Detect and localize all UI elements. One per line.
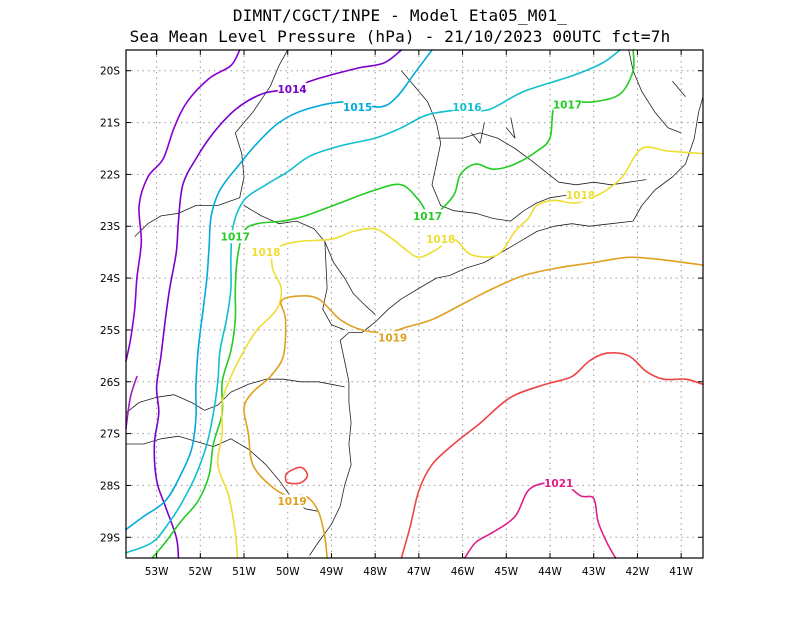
isobar-label-1019: 1019 (378, 333, 407, 345)
y-tick-label-21S: 21S (100, 118, 120, 130)
y-tick-label-20S: 20S (100, 66, 120, 78)
isobar-label-1018: 1018 (251, 247, 280, 259)
map-boundary-line (505, 117, 516, 139)
isobar-label-background (343, 100, 372, 114)
map-boundary-line (436, 132, 647, 186)
y-tick-label-24S: 24S (100, 273, 120, 285)
isobar-1012 (125, 375, 138, 430)
x-tick-label-49W: 49W (320, 566, 344, 578)
isobar-1020 (284, 466, 309, 485)
plot-frame (125, 49, 704, 559)
isobar-label-background (544, 476, 573, 490)
x-tick-label-52W: 52W (188, 566, 212, 578)
isobar-label-1018: 1018 (426, 234, 455, 246)
x-tick-label-45W: 45W (494, 566, 518, 578)
isobar-1021 (464, 480, 617, 559)
y-tick-label-28S: 28S (100, 480, 120, 492)
map-boundary-line (125, 378, 345, 414)
map-boundary-line (401, 70, 525, 222)
map-boundary-line (672, 80, 686, 97)
x-tick-label-44W: 44W (538, 566, 562, 578)
isobar-1017 (151, 49, 635, 559)
map-boundary-line (243, 205, 376, 315)
chart-title-line-2: Sea Mean Level Pressure (hPa) - 21/10/20… (129, 27, 671, 46)
isobar-label-background (553, 97, 582, 111)
isobar-label-1017: 1017 (221, 232, 250, 244)
isobar-label-background (221, 230, 250, 244)
map-boundary-line (234, 49, 289, 134)
x-tick-label-53W: 53W (145, 566, 169, 578)
isobar-label-background (426, 232, 455, 246)
map-boundary-line (523, 194, 568, 212)
isobar-label-1015: 1015 (343, 102, 372, 114)
y-tick-label-22S: 22S (100, 169, 120, 181)
isobar-label-1017: 1017 (553, 99, 582, 111)
axis-ticks: 53W 52W 51W 50W 49W 48W 47W 46W 45W 44W 43W 42W 41W 2… (100, 50, 703, 578)
isobar-1018 (216, 146, 704, 559)
isobar-label-1018: 1018 (566, 190, 595, 202)
x-tick-label-48W: 48W (363, 566, 387, 578)
map-boundary-line (470, 122, 485, 144)
isobar-label-background (378, 331, 407, 345)
isobar-label-background (277, 82, 307, 96)
x-tick-label-41W: 41W (669, 566, 693, 578)
y-tick-label-27S: 27S (100, 429, 120, 441)
x-tick-label-47W: 47W (407, 566, 431, 578)
coastlines-and-borders (125, 49, 704, 556)
isobar-label-1014: 1014 (277, 84, 306, 96)
x-tick-label-46W: 46W (451, 566, 475, 578)
x-tick-label-50W: 50W (276, 566, 300, 578)
map-boundary-line (322, 241, 345, 331)
x-tick-label-42W: 42W (626, 566, 650, 578)
isobar-1015 (125, 49, 433, 531)
isobar-label-1019: 1019 (277, 496, 306, 508)
map-boundary-line (339, 96, 704, 341)
isobar-label-background (277, 494, 307, 508)
isobar-label-background (413, 209, 442, 223)
isobar-1013 (125, 49, 241, 362)
map-boundary-line (309, 340, 352, 556)
y-tick-label-23S: 23S (100, 221, 120, 233)
map-boundary-line (628, 49, 682, 134)
chart-title-line-1: DIMNT/CGCT/INPE - Model Eta05_M01_ (232, 6, 568, 25)
isobar-label-background (452, 100, 482, 114)
y-tick-label-25S: 25S (100, 325, 120, 337)
isobar-1020 (400, 352, 704, 559)
isobar-label-1021: 1021 (544, 478, 573, 490)
y-tick-label-29S: 29S (100, 532, 120, 544)
isobar-label-1016: 1016 (452, 102, 481, 114)
isobar-label-1017: 1017 (413, 211, 442, 223)
x-tick-label-43W: 43W (582, 566, 606, 578)
map-boundary-line (134, 132, 245, 237)
isobar-1019 (243, 256, 704, 559)
isobar-label-background (566, 188, 595, 202)
y-tick-label-26S: 26S (100, 377, 120, 389)
isobars (125, 49, 704, 559)
gridlines (126, 50, 703, 558)
isobar-label-background (251, 245, 281, 259)
x-tick-label-51W: 51W (232, 566, 256, 578)
